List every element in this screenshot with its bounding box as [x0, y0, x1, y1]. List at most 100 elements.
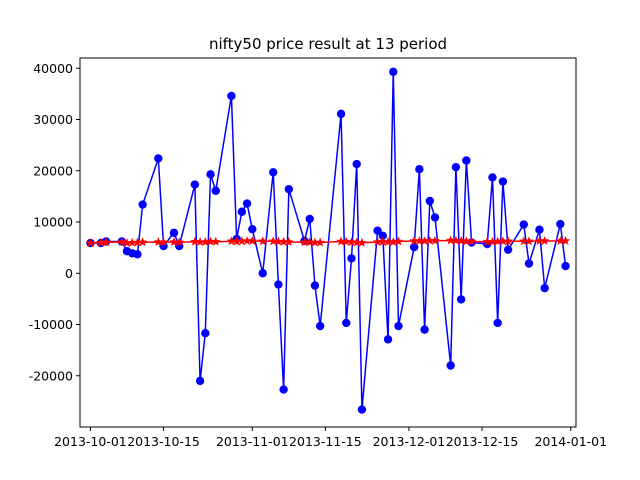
data-point — [268, 236, 278, 246]
data-point — [409, 242, 419, 252]
data-point — [487, 236, 498, 246]
data-point — [158, 237, 169, 247]
data-point — [226, 236, 237, 246]
data-point — [445, 235, 456, 245]
data-point — [446, 361, 455, 370]
data-point — [169, 236, 179, 247]
x-tick-label: 2013-12-01 — [373, 434, 446, 449]
data-point — [304, 237, 315, 247]
data-point — [336, 109, 346, 119]
chart-title: nifty50 price result at 13 period — [209, 35, 447, 53]
data-point — [195, 236, 205, 247]
data-point — [409, 235, 419, 246]
y-tick-label: 30000 — [33, 112, 73, 127]
series-layer — [85, 67, 571, 414]
data-point — [383, 236, 393, 247]
data-point — [519, 236, 529, 246]
data-point — [205, 236, 216, 246]
data-point — [560, 235, 571, 246]
y-tick-label: 10000 — [33, 215, 73, 230]
data-point — [96, 237, 106, 247]
data-point — [200, 236, 211, 247]
data-point — [153, 236, 164, 247]
data-point — [242, 235, 252, 246]
data-point — [389, 67, 398, 77]
data-point — [248, 224, 257, 234]
data-point — [430, 213, 440, 222]
x-tick-label: 2013-12-15 — [446, 434, 519, 449]
data-point — [242, 199, 252, 208]
data-point — [492, 236, 503, 246]
data-point — [154, 154, 163, 163]
data-point — [299, 237, 310, 247]
x-tick-label: 2013-10-01 — [54, 434, 127, 449]
data-point — [274, 280, 283, 289]
data-point — [273, 236, 284, 246]
data-point — [488, 173, 497, 182]
data-point — [231, 236, 242, 246]
data-point — [132, 237, 143, 247]
data-point — [336, 236, 346, 246]
data-point — [206, 170, 215, 179]
data-point — [352, 159, 361, 169]
data-point — [195, 376, 205, 386]
data-point — [451, 162, 461, 172]
data-point — [315, 321, 325, 331]
data-point — [524, 236, 534, 246]
data-point — [257, 236, 268, 246]
data-point — [461, 236, 472, 246]
data-point — [425, 196, 435, 206]
data-point — [456, 295, 466, 304]
data-point — [346, 236, 357, 247]
data-point — [561, 261, 570, 271]
y-tick-label: 20000 — [33, 163, 73, 178]
data-point — [519, 220, 528, 229]
data-point — [347, 254, 356, 263]
data-point — [419, 235, 430, 246]
data-point — [237, 236, 247, 246]
data-point — [535, 225, 544, 234]
data-point — [169, 228, 179, 237]
data-point — [310, 237, 320, 247]
data-point — [425, 235, 435, 245]
data-point — [122, 238, 132, 248]
data-point — [393, 236, 404, 246]
data-point — [190, 180, 200, 189]
y-axis: -20000 -10000 0 10000 20000 30000 40000 — [29, 61, 80, 383]
y-tick-label: 40000 — [33, 61, 73, 76]
data-point — [247, 235, 258, 246]
data-point — [383, 335, 393, 344]
data-point — [305, 214, 314, 224]
x-tick-label: 2013-10-15 — [127, 434, 200, 449]
data-point — [540, 283, 549, 293]
data-point — [555, 235, 566, 246]
data-point — [482, 236, 492, 246]
data-point — [315, 237, 325, 247]
data-point — [503, 245, 513, 254]
data-point — [284, 185, 294, 194]
data-point — [539, 235, 550, 246]
data-point — [268, 168, 278, 177]
data-point — [258, 269, 267, 278]
data-point — [456, 235, 466, 246]
data-point — [430, 235, 440, 245]
data-point — [524, 259, 534, 268]
data-point — [201, 329, 210, 338]
data-point — [227, 91, 236, 101]
data-point — [117, 236, 127, 247]
data-point — [278, 236, 289, 246]
data-point — [534, 235, 545, 246]
data-point — [138, 200, 147, 209]
data-point — [503, 236, 513, 246]
data-point — [127, 237, 137, 247]
data-point — [372, 236, 383, 247]
data-point — [190, 236, 200, 246]
data-point — [284, 236, 294, 247]
data-point — [556, 219, 565, 229]
data-point — [378, 231, 388, 241]
data-point — [133, 250, 142, 259]
y-tick-label: 0 — [65, 266, 73, 281]
data-point — [498, 177, 508, 186]
x-tick-label: 2014-01-01 — [534, 434, 607, 449]
